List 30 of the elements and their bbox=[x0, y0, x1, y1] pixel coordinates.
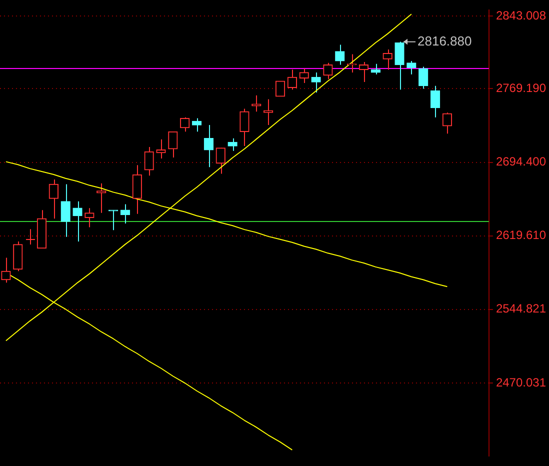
candlestick bbox=[358, 61, 369, 83]
candlestick bbox=[370, 63, 380, 75]
y-tick-label: 2769.190 bbox=[496, 81, 546, 96]
candlestick bbox=[394, 41, 404, 90]
candlestick bbox=[144, 146, 154, 176]
candlestick bbox=[382, 49, 392, 70]
candlestick bbox=[418, 66, 428, 90]
y-tick-label: 2470.031 bbox=[496, 375, 546, 390]
candlestick bbox=[26, 228, 36, 246]
candlestick bbox=[240, 108, 250, 147]
candlestick bbox=[430, 85, 440, 118]
y-tick-label: 2694.400 bbox=[496, 154, 546, 169]
y-tick-label: 2843.008 bbox=[496, 8, 546, 22]
candlestick bbox=[84, 208, 94, 228]
candlestick bbox=[252, 94, 262, 112]
candlestick bbox=[72, 200, 82, 242]
candlestick bbox=[228, 138, 238, 152]
annotation: 2816.880 bbox=[418, 33, 472, 48]
candlestick bbox=[60, 184, 70, 238]
candlestick bbox=[192, 118, 202, 132]
y-tick-label: 2619.610 bbox=[496, 228, 546, 242]
candlestick bbox=[13, 241, 23, 272]
candlestick bbox=[406, 60, 416, 75]
candlestick bbox=[311, 72, 321, 94]
candlestick bbox=[168, 131, 178, 158]
candlestick bbox=[299, 68, 309, 84]
y-tick-label: 2544.821 bbox=[496, 302, 546, 316]
candlestick bbox=[132, 164, 142, 214]
candlestick bbox=[108, 210, 118, 231]
candlestick bbox=[156, 138, 166, 159]
